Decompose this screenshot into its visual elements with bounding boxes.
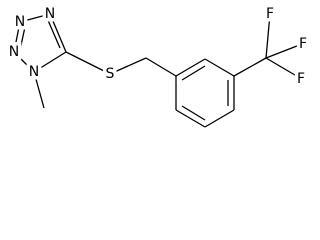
- bond: [204, 58, 235, 77]
- atom-label: N: [29, 64, 39, 80]
- bond: [181, 65, 206, 81]
- bond: [49, 13, 67, 53]
- bond: [175, 109, 206, 128]
- bond: [204, 109, 235, 128]
- bond: [181, 105, 206, 121]
- bond: [13, 51, 35, 73]
- molecule-diagram: N N N N S F F F: [8, 6, 308, 128]
- bond: [33, 71, 45, 109]
- bond: [33, 51, 67, 73]
- bond: [19, 26, 26, 51]
- bond: [19, 13, 51, 23]
- atom-label: F: [266, 6, 274, 22]
- atom-label: F: [297, 71, 305, 87]
- bond: [265, 43, 303, 59]
- bond: [13, 21, 21, 53]
- atom-label: N: [9, 44, 19, 60]
- bond: [175, 58, 206, 77]
- bond: [65, 51, 111, 75]
- bond: [145, 57, 177, 77]
- atom-label: F: [299, 36, 307, 52]
- atom-label: N: [15, 14, 25, 30]
- bonds: [13, 13, 303, 128]
- bond: [109, 57, 147, 75]
- bond: [265, 13, 271, 59]
- atom-label: S: [106, 66, 115, 82]
- bond: [46, 17, 61, 49]
- atom-label: N: [45, 6, 55, 22]
- bond: [233, 57, 267, 77]
- bond: [265, 57, 301, 79]
